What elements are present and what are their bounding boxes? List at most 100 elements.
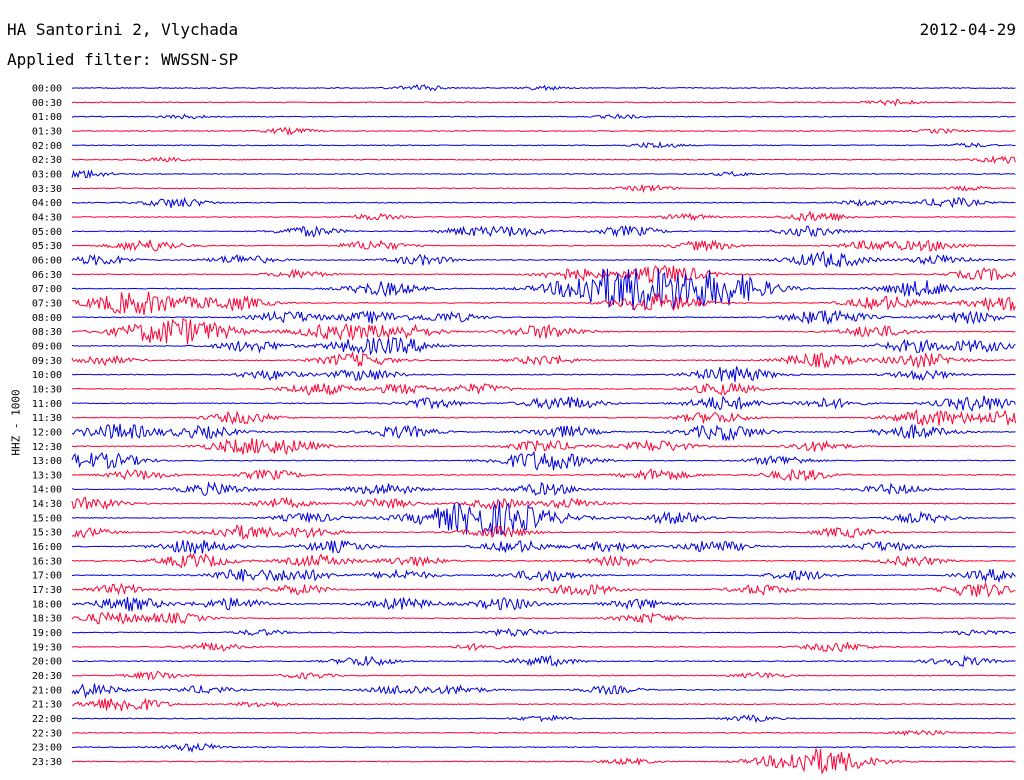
time-tick-label: 17:30 — [32, 585, 62, 596]
seismic-trace-1830 — [71, 611, 1016, 625]
seismic-trace-1200 — [71, 423, 1016, 442]
time-tick-label: 04:00 — [32, 198, 62, 209]
station-title: HA Santorini 2, Vlychada — [7, 20, 239, 39]
seismic-trace-0600 — [71, 250, 1016, 268]
time-tick-label: 21:30 — [32, 700, 62, 711]
seismic-trace-0030 — [71, 98, 1016, 107]
seismic-trace-1800 — [71, 596, 1016, 612]
seismic-trace-1030 — [71, 382, 1016, 396]
record-date: 2012-04-29 — [919, 20, 1016, 39]
time-tick-label: 07:30 — [32, 298, 62, 309]
time-tick-label: 23:00 — [32, 743, 62, 754]
time-tick-label: 00:00 — [32, 84, 62, 95]
seismic-trace-0300 — [71, 169, 1016, 179]
seismic-trace-1700 — [71, 568, 1016, 584]
seismic-trace-0130 — [71, 126, 1016, 137]
seismic-trace-1130 — [71, 408, 1016, 426]
time-tick-label: 18:30 — [32, 614, 62, 625]
seismic-trace-0400 — [71, 196, 1016, 209]
seismic-trace-2330 — [71, 748, 1016, 775]
time-tick-label: 16:30 — [32, 556, 62, 567]
filter-label: Applied filter: WWSSN-SP — [7, 50, 239, 69]
seismic-trace-0730 — [71, 291, 1016, 316]
time-tick-label: 03:00 — [32, 169, 62, 180]
seismic-trace-0200 — [71, 140, 1016, 149]
seismic-trace-1100 — [71, 395, 1016, 412]
time-tick-label: 11:00 — [32, 399, 62, 410]
seismic-trace-0900 — [71, 336, 1016, 356]
time-tick-label: 06:30 — [32, 270, 62, 281]
time-tick-label: 23:30 — [32, 757, 62, 768]
time-tick-label: 22:30 — [32, 728, 62, 739]
seismic-trace-1000 — [71, 366, 1016, 383]
seismic-trace-1300 — [71, 450, 1016, 471]
time-tick-label: 05:30 — [32, 241, 62, 252]
seismic-trace-1930 — [71, 641, 1016, 653]
seismic-trace-2000 — [71, 654, 1016, 668]
time-tick-label: 06:00 — [32, 255, 62, 266]
time-tick-label: 17:00 — [32, 571, 62, 582]
time-tick-label: 01:30 — [32, 126, 62, 137]
time-tick-label: 10:30 — [32, 384, 62, 395]
seismic-trace-0830 — [71, 317, 1016, 345]
time-tick-label: 19:00 — [32, 628, 62, 639]
time-tick-label: 11:30 — [32, 413, 62, 424]
time-tick-label: 12:30 — [32, 442, 62, 453]
time-tick-label: 08:00 — [32, 313, 62, 324]
time-tick-label: 07:00 — [32, 284, 62, 295]
seismic-trace-1530 — [71, 523, 1016, 540]
seismic-trace-0530 — [71, 239, 1016, 252]
time-tick-label: 02:00 — [32, 141, 62, 152]
seismic-trace-1400 — [71, 480, 1016, 496]
seismic-trace-2300 — [71, 742, 1016, 753]
time-tick-label: 09:30 — [32, 356, 62, 367]
time-tick-label: 04:30 — [32, 212, 62, 223]
seismic-trace-2100 — [71, 683, 1016, 699]
time-tick-label: 15:30 — [32, 528, 62, 539]
time-tick-label: 15:00 — [32, 513, 62, 524]
time-tick-label: 01:00 — [32, 112, 62, 123]
time-tick-label: 19:30 — [32, 642, 62, 653]
seismic-trace-1630 — [71, 552, 1016, 569]
time-tick-label: 02:30 — [32, 155, 62, 166]
time-tick-label: 16:00 — [32, 542, 62, 553]
seismic-trace-2030 — [71, 670, 1016, 682]
seismic-trace-0230 — [71, 154, 1016, 165]
seismic-trace-0800 — [71, 309, 1016, 326]
time-tick-label: 22:00 — [32, 714, 62, 725]
seismic-trace-2200 — [71, 714, 1016, 724]
seismic-trace-1430 — [71, 496, 1016, 511]
time-tick-label: 03:30 — [32, 184, 62, 195]
seismic-trace-1900 — [71, 627, 1016, 637]
time-tick-label: 09:00 — [32, 341, 62, 352]
time-tick-label: 21:00 — [32, 685, 62, 696]
time-tick-label: 05:00 — [32, 227, 62, 238]
time-tick-label: 20:00 — [32, 657, 62, 668]
seismic-trace-0630 — [71, 265, 1016, 285]
seismic-trace-1500 — [71, 501, 1016, 536]
time-tick-label: 14:00 — [32, 485, 62, 496]
time-tick-label: 20:30 — [32, 671, 62, 682]
seismic-trace-2130 — [71, 697, 1016, 712]
seismic-trace-1600 — [71, 539, 1016, 555]
time-tick-label: 13:00 — [32, 456, 62, 467]
time-tick-label: 08:30 — [32, 327, 62, 338]
seismic-trace-0330 — [72, 183, 1016, 194]
seismic-trace-0500 — [71, 224, 1016, 238]
seismic-trace-1330 — [71, 467, 1016, 481]
time-tick-label: 13:30 — [32, 470, 62, 481]
seismic-trace-0100 — [71, 113, 1016, 120]
seismic-trace-0930 — [71, 350, 1016, 370]
seismic-trace-0700 — [71, 268, 1016, 311]
seismic-trace-1230 — [71, 438, 1016, 456]
seismic-trace-2230 — [71, 729, 1016, 737]
seismic-trace-0000 — [71, 83, 1016, 92]
time-tick-label: 14:30 — [32, 499, 62, 510]
time-tick-label: 00:30 — [32, 98, 62, 109]
seismic-trace-0430 — [71, 210, 1016, 223]
time-tick-label: 18:00 — [32, 599, 62, 610]
time-tick-label: 12:00 — [32, 427, 62, 438]
time-tick-label: 10:00 — [32, 370, 62, 381]
seismic-trace-1730 — [71, 581, 1016, 598]
